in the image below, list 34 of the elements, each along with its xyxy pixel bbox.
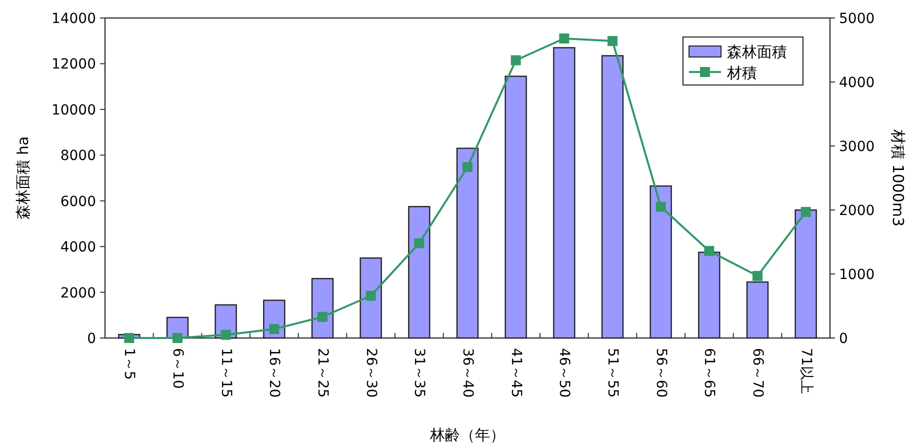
x-tick-label: 71以上 — [798, 348, 814, 394]
x-tick-label: 41～45 — [508, 348, 524, 398]
x-tick-label: 11～15 — [218, 348, 234, 398]
y2-tick-label: 3000 — [839, 139, 875, 155]
y-tick-label: 14000 — [51, 11, 96, 27]
y-tick-label: 2000 — [60, 285, 96, 302]
x-tick-label: 16～20 — [266, 348, 282, 398]
y2-tick-label: 0 — [839, 331, 848, 347]
x-tick-label: 51～55 — [604, 348, 620, 398]
x-tick-label: 61～65 — [701, 348, 718, 398]
y-tick-label: 10000 — [51, 102, 96, 118]
y-tick-label: 6000 — [60, 194, 96, 210]
y2-tick-label: 4000 — [839, 75, 875, 91]
x-tick-label: 6～10 — [170, 348, 186, 389]
x-tick-label: 56～60 — [652, 348, 669, 398]
x-tick-label: 1～5 — [121, 348, 138, 380]
x-axis-title: 林齢（年） — [429, 426, 505, 444]
y2-tick-label: 2000 — [839, 203, 875, 219]
x-tick-label: 31～35 — [411, 348, 428, 398]
y2-tick-label: 1000 — [839, 267, 875, 283]
y-axis-title: 森林面積 ha — [14, 136, 32, 220]
x-tick-label: 46～50 — [556, 348, 572, 398]
y-tick-label: 12000 — [51, 56, 96, 73]
y-tick-label: 4000 — [60, 240, 96, 256]
legend-label: 材積 — [726, 64, 757, 82]
y-tick-label: 8000 — [60, 148, 96, 164]
y2-tick-label: 5000 — [839, 11, 875, 27]
x-tick-label: 36～40 — [460, 348, 476, 398]
x-tick-label: 21～25 — [314, 348, 330, 398]
y-tick-label: 0 — [87, 331, 96, 347]
x-tick-label: 26～30 — [362, 348, 379, 398]
x-tick-label: 66～70 — [750, 348, 766, 398]
y2-axis-title: 材積 1000m3 — [889, 128, 907, 227]
legend-label: 森林面積 — [727, 43, 787, 61]
